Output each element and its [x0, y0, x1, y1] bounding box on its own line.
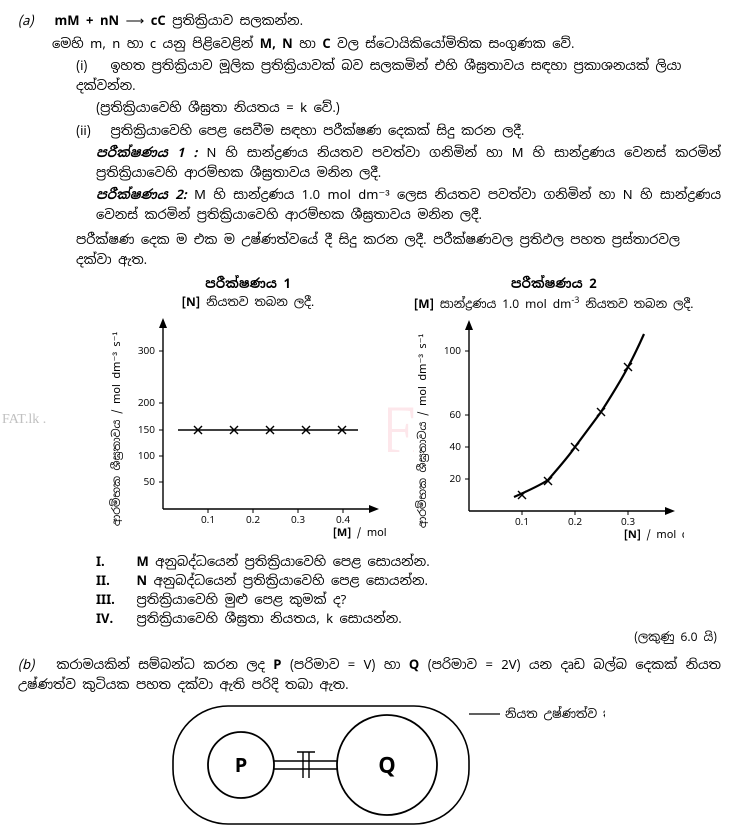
eq-arrow: ⟶	[126, 13, 145, 28]
part-b: (b) කරාමයකින් සම්බන්ධ කරන ලද P (පරිමාව =…	[18, 655, 721, 828]
svg-text:200: 200	[138, 396, 155, 409]
chart2-block: පරීක්ෂණය 2 [M] සාන්ද්‍රණය 1.0 mol dm-3 න…	[414, 275, 694, 545]
chart2-subtitle: [M] සාන්ද්‍රණය 1.0 mol dm-3 නියතව තබන ලද…	[414, 294, 694, 312]
q-II: II. N අනුබද්ධයෙන් ප්‍රතික්‍රියාවෙහි පෙළ …	[96, 572, 721, 589]
ii-label: (ii)	[76, 121, 104, 141]
chart2-svg-wrap: ආරම්භක ශීඝ්‍රතාවය / mol dm⁻³ s⁻¹ 20 40 6…	[414, 316, 694, 545]
exp2: පරීක්ෂණය 2: M හි සාන්ද්‍රණය 1.0 mol dm⁻³…	[96, 185, 721, 224]
eq-tail: ප්‍රතික්‍රියාව සලකන්න.	[172, 12, 303, 29]
chart1-svg-wrap: ආරම්භක ශීඝ්‍රතාවය / mol dm⁻³ s⁻¹ 50 100 …	[108, 314, 388, 543]
diagram-caption: නියත උෂ්ණත්ව කුටිය	[505, 706, 605, 722]
marks: (ලකුණු 6.0 යි)	[18, 629, 717, 645]
q-III: III. ප්‍රතික්‍රියාවෙහි මුළු පෙළ කුමක් ද?	[96, 591, 721, 608]
chart1-subtitle: [N] [N] නියතව තබන ලදී.නියතව තබන ලදී.	[108, 294, 388, 310]
chart2-markers	[518, 363, 632, 499]
chart1-xticks: 0.1 0.2 0.3 0.4	[201, 509, 350, 526]
summary: පරීක්ෂණ දෙක ම එක ම උෂ්ණත්වයේ දී සිදු කරන…	[76, 230, 721, 269]
chart1-yticks: 50 100 150 200 300	[138, 344, 163, 488]
chart2-ylabel: ආරම්භක ශීඝ්‍රතාවය / mol dm⁻³ s⁻¹	[415, 334, 430, 529]
q-label: Q	[378, 752, 396, 780]
i-label: (i)	[76, 56, 104, 76]
line2-c: C	[322, 35, 330, 52]
eq-rhs: cC	[151, 12, 166, 29]
chart1-xlabel: [M] / mol dm⁻³	[333, 526, 388, 539]
bulb-svg: P Q නියත උෂ්ණත්ව කුටිය	[135, 700, 605, 828]
chart1-block: පරීක්ෂණය 1 [N] [N] නියතව තබන ලදී.නියතව ත…	[108, 275, 388, 545]
exp1: පරීක්ෂණය 1 : N හි සාන්ද්‍රණය නියතව පවත්ව…	[96, 143, 721, 182]
part-a-label: (a)	[18, 11, 48, 31]
svg-text:100: 100	[138, 449, 155, 462]
i-text1: ඉහත ප්‍රතික්‍රියාව මූලික ප්‍රතික්‍රියාවක…	[76, 57, 681, 94]
chart1-ylabel: ආරම්භක ශීඝ්‍රතාවය / mol dm⁻³ s⁻¹	[109, 332, 124, 527]
line2-ha: හා	[299, 35, 316, 52]
svg-text:0.1: 0.1	[515, 515, 529, 528]
p-label: P	[234, 752, 247, 778]
svg-text:40: 40	[450, 440, 462, 453]
chart2-svg: ආරම්භක ශීඝ්‍රතාවය / mol dm⁻³ s⁻¹ 20 40 6…	[414, 316, 684, 541]
svg-text:50: 50	[144, 475, 156, 488]
chart2-xlabel: [N] / mol dm⁻³	[624, 528, 684, 541]
svg-text:0.3: 0.3	[291, 513, 305, 526]
side-label: FAT.lk .	[2, 412, 46, 428]
line2-pre: මෙහි m, n හා c යනු පිළිවෙළින්	[52, 35, 253, 52]
summary-text: පරීක්ෂණ දෙක ම එක ම උෂ්ණත්වයේ දී සිදු කරන…	[76, 231, 680, 268]
bulb-diagram: P Q නියත උෂ්ණත්ව කුටිය	[18, 700, 721, 828]
chart2-title: පරීක්ෂණය 2	[414, 275, 694, 292]
chart1-title: පරීක්ෂණය 1	[108, 275, 388, 292]
svg-text:20: 20	[450, 472, 462, 485]
chart2-yticks: 20 40 60 100	[444, 344, 469, 485]
svg-text:0.4: 0.4	[336, 513, 350, 526]
svg-text:0.2: 0.2	[568, 515, 582, 528]
svg-text:0.3: 0.3	[621, 515, 635, 528]
q-IV-text: ප්‍රතික්‍රියාවෙහි ශීඝ්‍රතා නියතය, k සොයන…	[137, 610, 402, 627]
svg-text:300: 300	[138, 344, 155, 357]
outer-box	[173, 706, 469, 824]
q-III-text: ප්‍රතික්‍රියාවෙහි මුළු පෙළ කුමක් ද?	[137, 591, 347, 608]
chart2-curve	[514, 334, 644, 497]
item-ii: (ii) ප්‍රතික්‍රියාවෙහි පෙළ සෙවීම සඳහා පර…	[76, 121, 721, 141]
exp1-label: පරීක්ෂණය 1 :	[96, 144, 197, 161]
charts-row: පරීක්ෂණය 1 [N] [N] නියතව තබන ලදී.නියතව ත…	[108, 275, 721, 545]
svg-text:100: 100	[444, 344, 461, 357]
svg-text:0.2: 0.2	[246, 513, 260, 526]
line2: මෙහි m, n හා c යනු පිළිවෙළින් M, N හා C …	[52, 34, 721, 54]
exp2-label: පරීක්ෂණය 2:	[96, 186, 187, 203]
item-i: (i) ඉහත ප්‍රතික්‍රියාව මූලික ප්‍රතික්‍රි…	[76, 56, 721, 95]
exp2-text: M හි සාන්ද්‍රණය 1.0 mol dm⁻³ ලෙස නියතව ප…	[96, 186, 721, 223]
chart1-axes	[159, 318, 379, 513]
chart2-xticks: 0.1 0.2 0.3	[515, 511, 635, 528]
line2-mn: M, N	[260, 35, 293, 52]
line2-post: වල ස්ටොයිකියෝමිතික සංගුණක වේ.	[337, 35, 574, 52]
i-text2: (ප්‍රතික්‍රියාවෙහි ශීඝ්‍රතා නියතය = k වේ…	[96, 99, 340, 116]
svg-text:60: 60	[450, 408, 462, 421]
part-b-label: (b)	[18, 655, 48, 675]
chart2-axes	[465, 320, 675, 515]
part-b-line: (b) කරාමයකින් සම්බන්ධ කරන ලද P (පරිමාව =…	[18, 655, 721, 694]
item-i-cont: (ප්‍රතික්‍රියාවෙහි ශීඝ්‍රතා නියතය = k වේ…	[96, 98, 721, 118]
q-I: I. M M අනුබද්ධයෙන් ප්‍රතික්‍රියාවෙහි පෙළ…	[96, 553, 721, 570]
svg-text:0.1: 0.1	[201, 513, 215, 526]
chart1-svg: ආරම්භක ශීඝ්‍රතාවය / mol dm⁻³ s⁻¹ 50 100 …	[108, 314, 388, 539]
ii-text: ප්‍රතික්‍රියාවෙහි පෙළ සෙවීම සඳහා පරීක්ෂණ…	[111, 122, 525, 139]
svg-text:150: 150	[138, 423, 155, 436]
questions: I. M M අනුබද්ධයෙන් ප්‍රතික්‍රියාවෙහි පෙළ…	[18, 553, 721, 627]
part-a-header: (a) mM + nN ⟶ cC ප්‍රතික්‍රියාව සලකන්න.	[18, 11, 721, 31]
q-IV: IV. ප්‍රතික්‍රියාවෙහි ශීඝ්‍රතා නියතය, k …	[96, 610, 721, 627]
eq-lhs: mM + nN	[55, 12, 120, 29]
